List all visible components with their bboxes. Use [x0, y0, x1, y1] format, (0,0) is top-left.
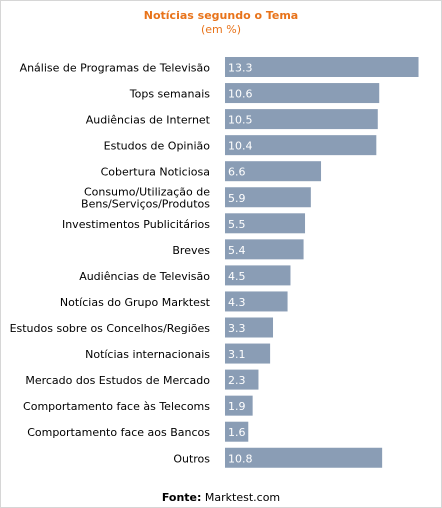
- bar: [225, 239, 304, 260]
- category-label: Investimentos Publicitários: [62, 218, 210, 231]
- bar-value-label: 10.8: [228, 452, 253, 465]
- category-label: Audiências de Internet: [86, 114, 211, 127]
- category-label: Tops semanais: [129, 88, 211, 101]
- bar-value-label: 4.3: [228, 296, 246, 309]
- category-label: Notícias do Grupo Marktest: [60, 296, 211, 309]
- source-label: Fonte:: [161, 491, 202, 504]
- bar-value-label: 13.3: [228, 62, 253, 75]
- category-label: Comportamento face às Telecoms: [23, 400, 210, 413]
- bar: [225, 109, 378, 130]
- bar-value-label: 3.1: [228, 348, 246, 361]
- chart-subtitle: (em %): [200, 23, 241, 36]
- category-label: Audiências de Televisão: [79, 270, 210, 283]
- bar: [225, 213, 306, 234]
- source-note: Fonte: Marktest.com: [0, 491, 442, 504]
- bar: [225, 57, 419, 77]
- bar: [225, 395, 253, 416]
- bar-value-label: 1.9: [228, 400, 246, 413]
- category-label: Estudos de Opinião: [104, 140, 211, 153]
- bar: [225, 447, 383, 468]
- source-value: Marktest.com: [204, 491, 281, 504]
- bar: [225, 369, 259, 390]
- bar: [225, 265, 291, 286]
- bar-value-label: 6.6: [228, 166, 246, 179]
- category-label: Estudos sobre os Concelhos/Regiões: [10, 322, 211, 335]
- bar-value-label: 4.5: [228, 270, 246, 283]
- bar: [225, 135, 377, 156]
- category-label: Cobertura Noticiosa: [101, 166, 210, 179]
- bar-value-label: 1.6: [228, 426, 246, 439]
- bar-value-label: 5.5: [228, 218, 246, 231]
- bar-value-label: 2.3: [228, 374, 246, 387]
- bar: [225, 291, 288, 312]
- bar: [225, 421, 249, 442]
- bar: [225, 83, 380, 104]
- bar: [225, 343, 271, 364]
- category-label: Outros: [173, 452, 210, 465]
- category-label: Comportamento face aos Bancos: [27, 426, 210, 439]
- category-label: Análise de Programas de Televisão: [20, 62, 211, 75]
- category-label: Breves: [172, 244, 210, 257]
- bar-value-label: 10.4: [228, 140, 253, 153]
- category-label: Consumo/Utilização de Bens/Serviços/Produ…: [81, 185, 210, 210]
- category-label: Mercado dos Estudos de Mercado: [25, 374, 210, 387]
- bar-value-label: 3.3: [228, 322, 246, 335]
- category-label: Notícias internacionais: [85, 348, 210, 361]
- bar: [225, 161, 322, 182]
- bar-value-label: 5.9: [228, 192, 246, 205]
- chart-title: Notícias segundo o Tema: [143, 9, 299, 22]
- bar: [225, 187, 311, 208]
- bar-value-label: 10.5: [228, 114, 253, 127]
- bar: [225, 317, 274, 338]
- bar-value-label: 5.4: [228, 244, 246, 257]
- bar-value-label: 10.6: [228, 88, 253, 101]
